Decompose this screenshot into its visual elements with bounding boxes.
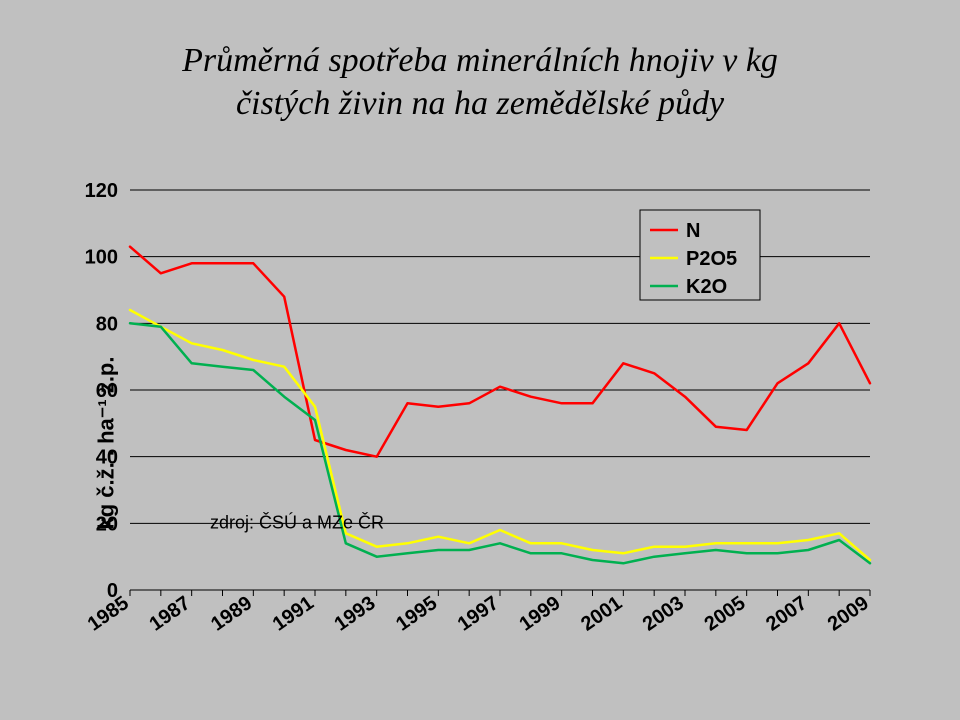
title-line-2: čistých živin na ha zemědělské půdy (236, 85, 724, 122)
svg-text:2003: 2003 (639, 592, 688, 636)
svg-text:1989: 1989 (207, 592, 256, 636)
legend-label-K2O: K2O (686, 276, 727, 298)
svg-text:1999: 1999 (515, 592, 564, 636)
chart-title: Průměrná spotřeba minerálních hnojiv v k… (0, 40, 960, 125)
svg-text:2009: 2009 (824, 592, 873, 636)
chart-container: kg č.ž. . ha⁻¹ z.p. 02040608010012019851… (70, 180, 890, 670)
svg-text:1995: 1995 (392, 592, 441, 636)
svg-text:1991: 1991 (269, 592, 318, 636)
svg-text:2005: 2005 (700, 592, 749, 636)
svg-text:80: 80 (96, 313, 118, 335)
svg-text:120: 120 (85, 180, 118, 202)
y-axis-label: kg č.ž. . ha⁻¹ z.p. (93, 357, 119, 530)
line-chart: 0204060801001201985198719891991199319951… (70, 180, 890, 670)
svg-text:2001: 2001 (577, 592, 626, 636)
title-line-1: Průměrná spotřeba minerálních hnojiv v k… (182, 42, 778, 79)
legend-label-N: N (686, 220, 700, 242)
svg-text:100: 100 (85, 247, 118, 269)
legend-label-P2O5: P2O5 (686, 248, 737, 270)
svg-text:2007: 2007 (762, 592, 811, 636)
svg-text:1997: 1997 (454, 592, 503, 636)
slide: Průměrná spotřeba minerálních hnojiv v k… (0, 0, 960, 720)
svg-text:1987: 1987 (145, 592, 194, 636)
source-label: zdroj: ČSÚ a MZe ČR (210, 511, 384, 532)
svg-text:1993: 1993 (330, 592, 379, 636)
